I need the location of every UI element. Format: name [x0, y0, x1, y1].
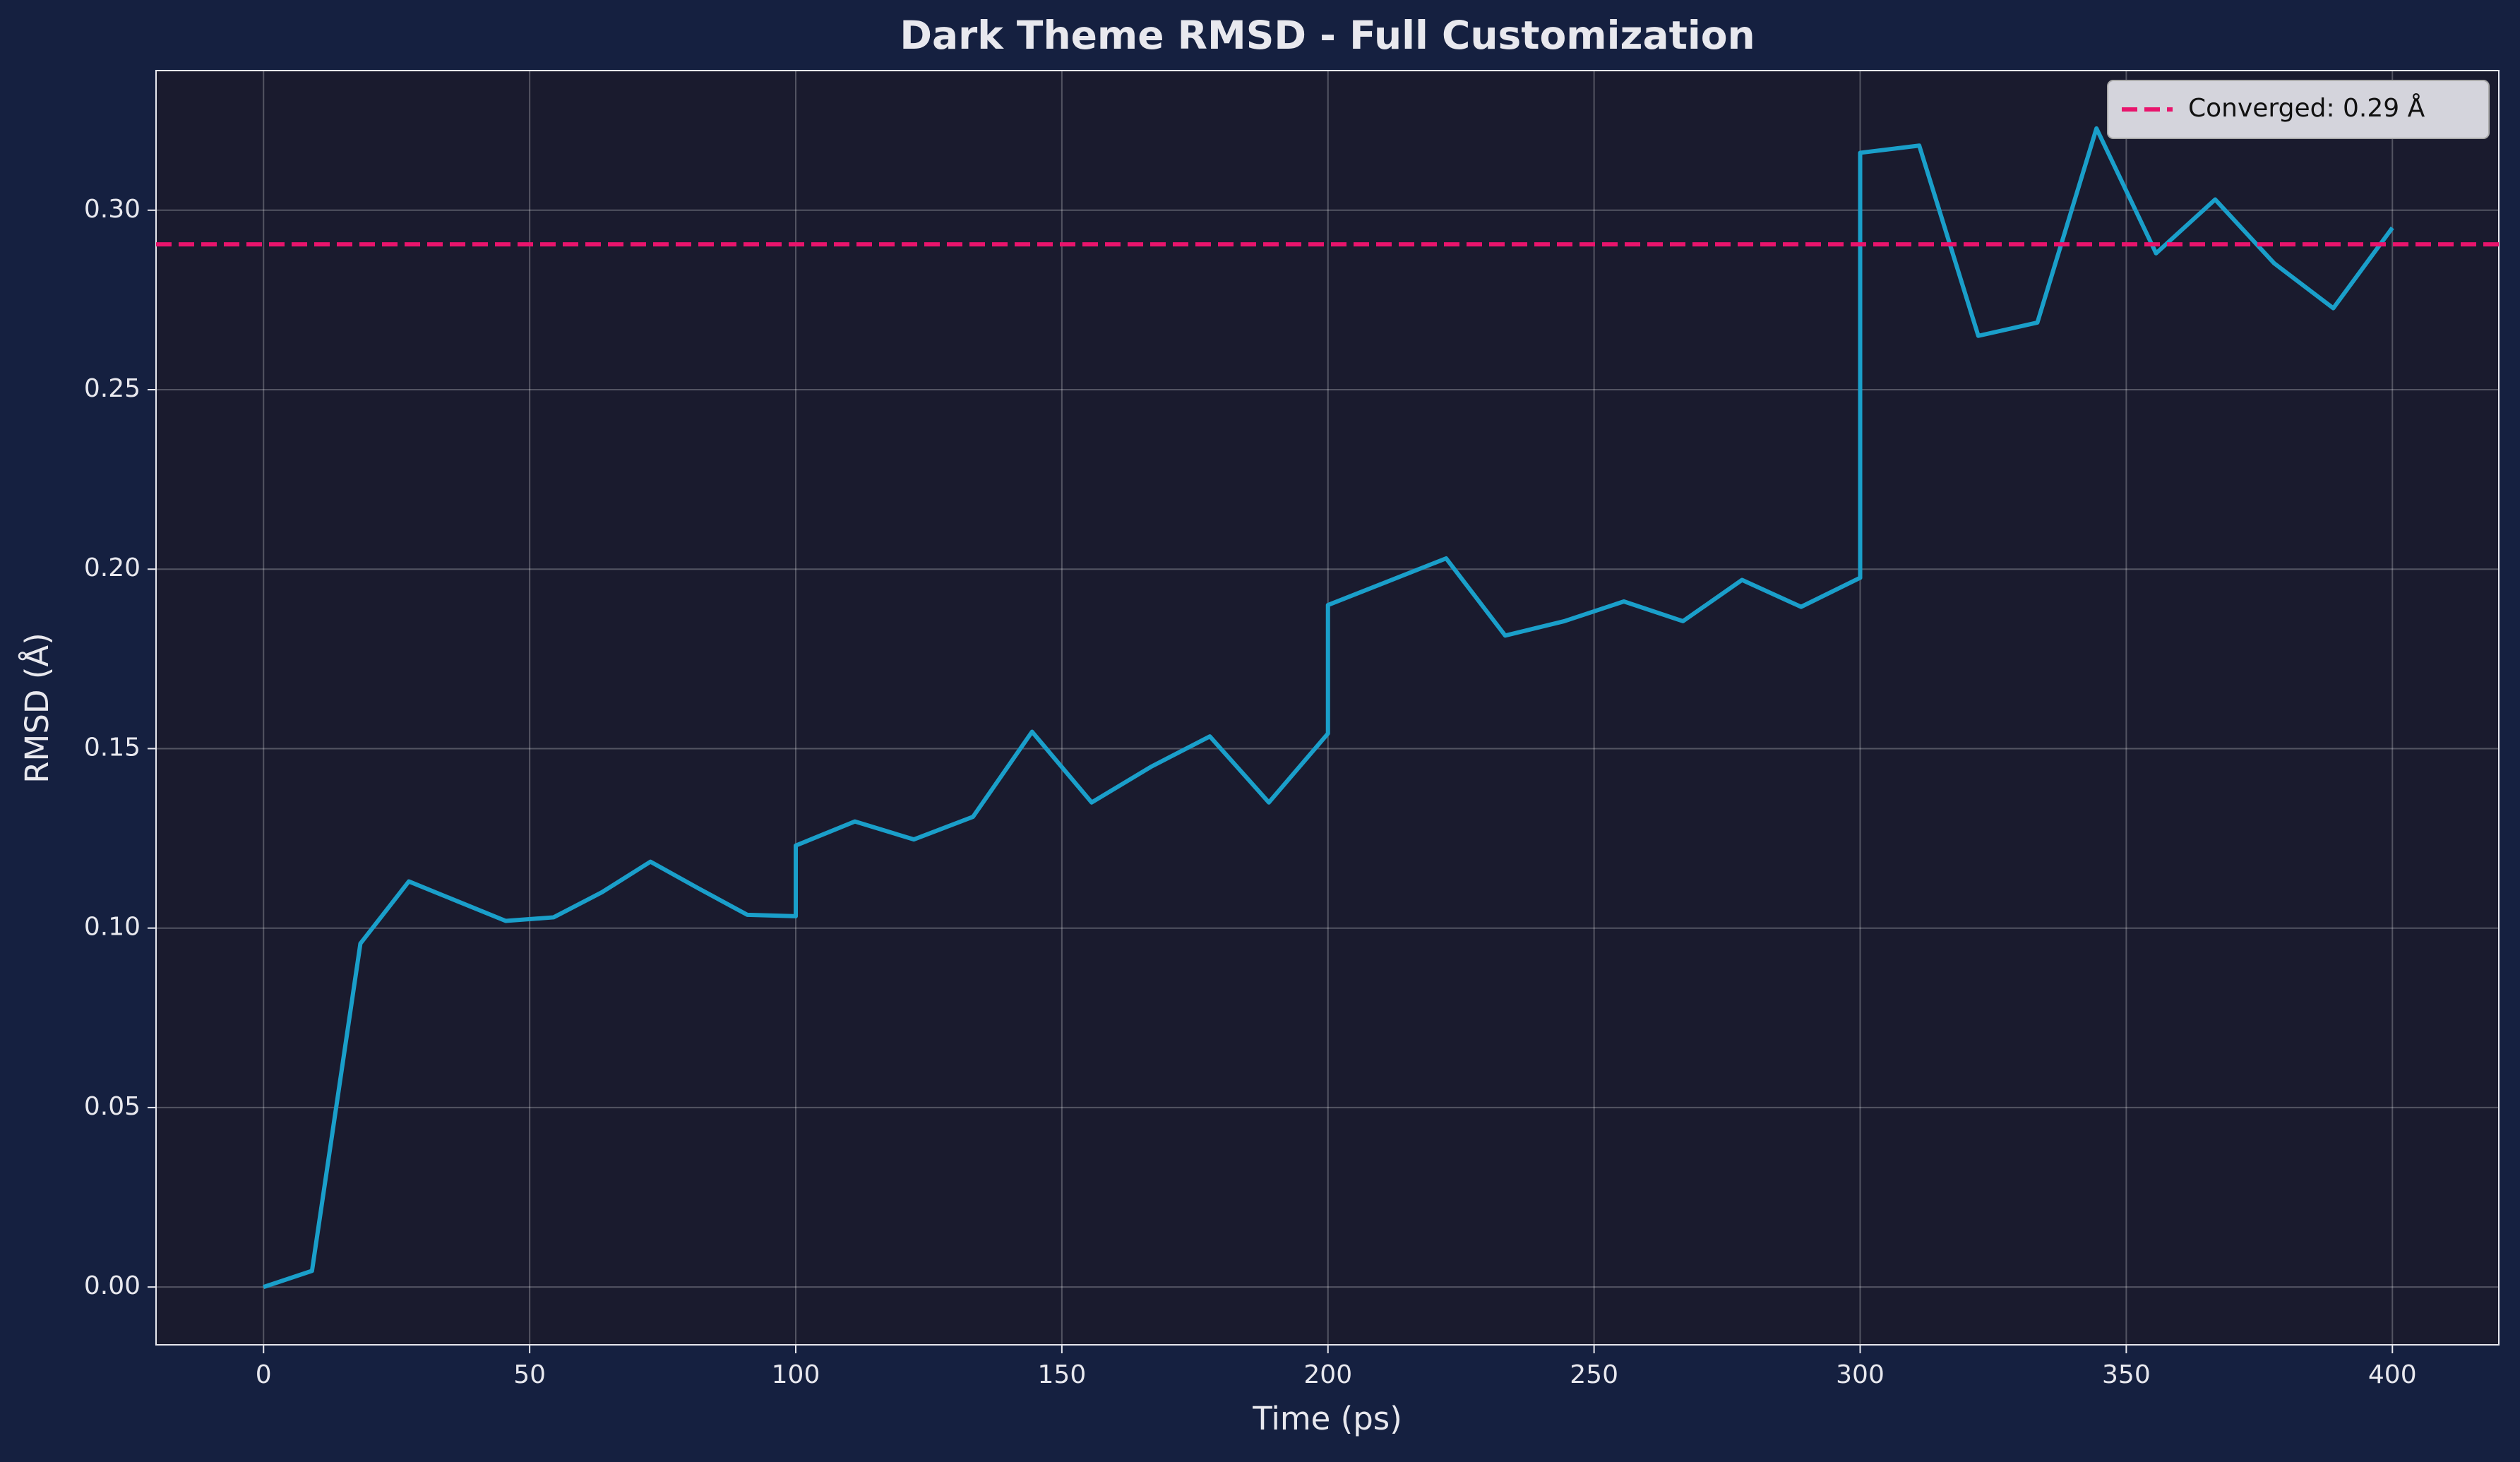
- data-line: [263, 126, 2394, 1289]
- x-tick-label: 250: [1570, 1360, 1618, 1389]
- y-tick-label: 0.05: [84, 1092, 141, 1121]
- x-tick-label: 350: [2102, 1360, 2151, 1389]
- x-tick-label: 100: [772, 1360, 820, 1389]
- legend-label: Converged: 0.29 Å: [2188, 92, 2425, 123]
- x-tick-label: 300: [1836, 1360, 1885, 1389]
- y-tick-label: 0.30: [84, 195, 141, 224]
- y-tick-label: 0.25: [84, 374, 141, 403]
- y-tick-label: 0.20: [84, 553, 141, 582]
- y-axis-label: RMSD (Å): [18, 633, 56, 784]
- x-tick-label: 50: [513, 1360, 546, 1389]
- x-tick-label: 150: [1038, 1360, 1087, 1389]
- x-tick-label: 0: [256, 1360, 272, 1389]
- plot-frame: [155, 70, 2500, 1346]
- x-tick-label: 200: [1303, 1360, 1352, 1389]
- x-axis-label: Time (ps): [1252, 1400, 1402, 1437]
- y-tick-label: 0.10: [84, 913, 141, 942]
- x-tick-label: 400: [2368, 1360, 2417, 1389]
- legend: [2107, 80, 2490, 139]
- chart-title: Dark Theme RMSD - Full Customization: [900, 13, 1755, 58]
- y-tick-label: 0.00: [84, 1271, 141, 1300]
- y-tick-label: 0.15: [84, 733, 141, 762]
